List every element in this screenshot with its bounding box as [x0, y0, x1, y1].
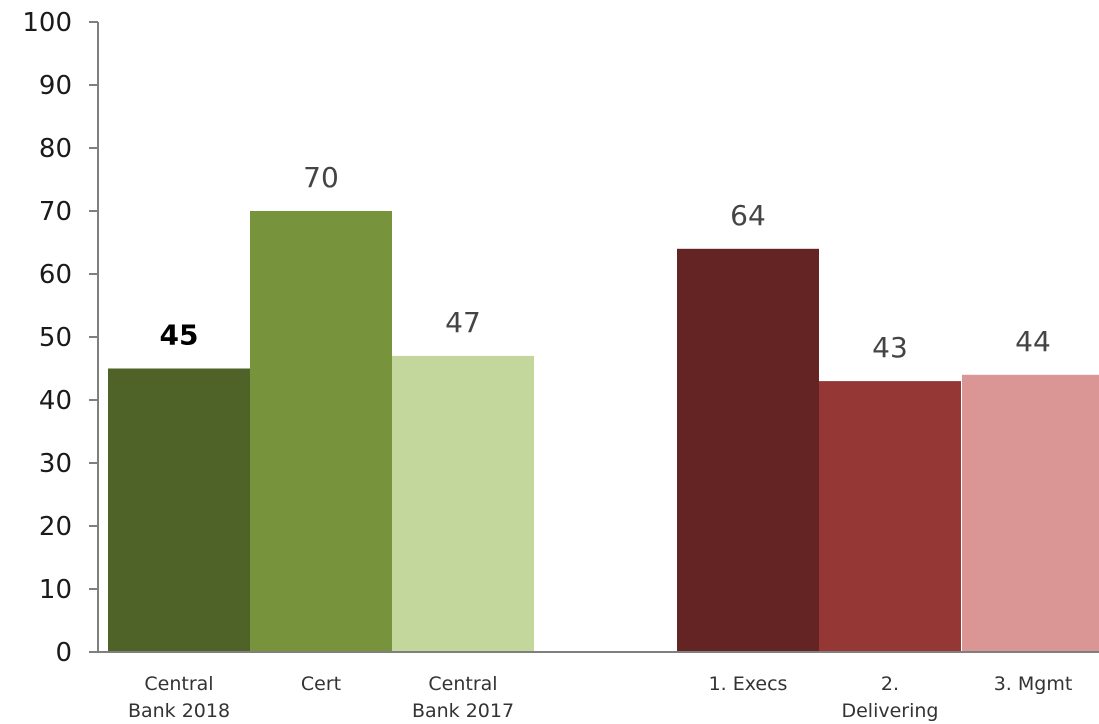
- category-label: Cert: [301, 673, 341, 695]
- y-axis-ticks: 0 10 20 30 40 50 60 70 80 90 100: [22, 8, 98, 668]
- y-tick-label: 70: [39, 197, 72, 227]
- bar: [677, 249, 819, 652]
- category-label: 1. Execs: [709, 673, 788, 695]
- y-tick-label: 80: [39, 134, 72, 164]
- data-label: 44: [1015, 325, 1051, 358]
- y-tick-label: 10: [39, 575, 72, 605]
- y-tick-label: 90: [39, 71, 72, 101]
- y-tick-label: 30: [39, 449, 72, 479]
- category-label: 3. Mgmt: [994, 673, 1073, 695]
- y-tick-label: 40: [39, 386, 72, 416]
- y-tick-label: 0: [55, 638, 72, 668]
- category-label: 2. Delivering: [841, 673, 938, 722]
- category-label: Central Bank 2017: [412, 673, 514, 722]
- data-label: 47: [445, 306, 481, 339]
- category-label: Central Bank 2018: [128, 673, 230, 722]
- bar: [108, 369, 250, 653]
- y-tick-label: 100: [22, 8, 72, 38]
- category-labels: Central Bank 2018 Cert Central Bank 2017 1. E…: [128, 673, 1072, 722]
- bar: [392, 356, 534, 652]
- data-label: 45: [160, 319, 199, 352]
- y-tick-label: 60: [39, 260, 72, 290]
- bars: [108, 211, 1099, 652]
- bar: [250, 211, 392, 652]
- y-tick-label: 50: [39, 323, 72, 353]
- bar: [819, 381, 961, 652]
- data-label: 43: [872, 331, 908, 364]
- data-label: 64: [730, 199, 766, 232]
- y-tick-label: 20: [39, 512, 72, 542]
- bar: [962, 375, 1099, 652]
- data-label: 70: [303, 161, 339, 194]
